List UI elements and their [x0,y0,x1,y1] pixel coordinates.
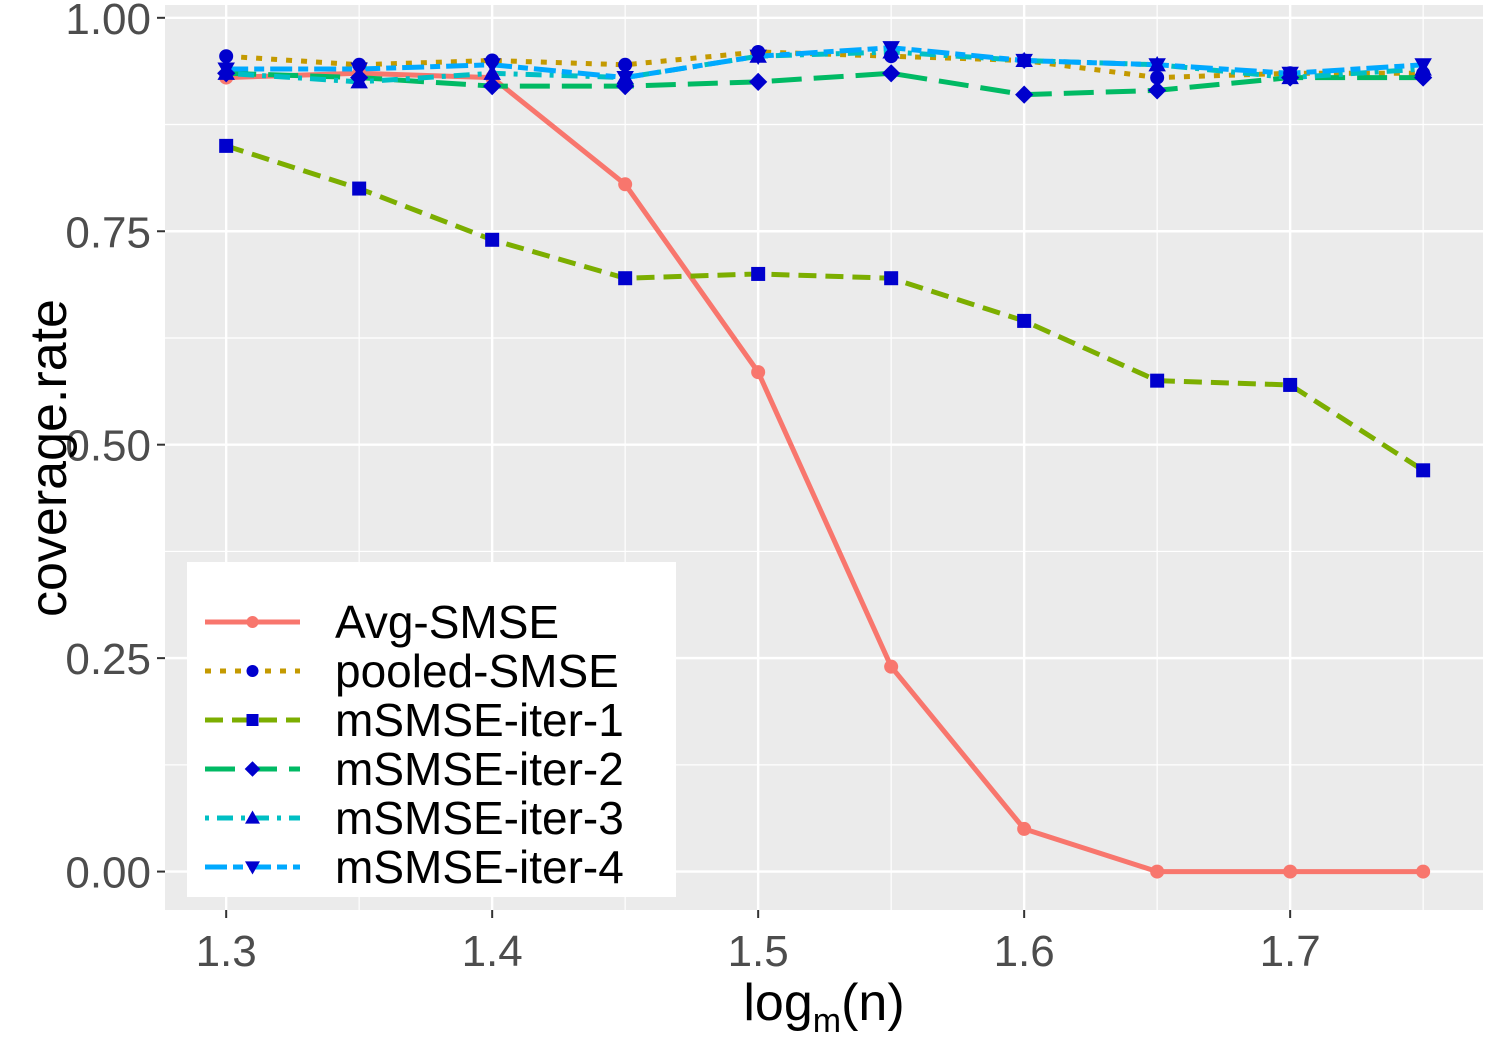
x-axis-title: logm(n) [743,974,904,1040]
x-axis-title-subscript: m [813,1002,841,1040]
series-markers [217,41,1433,879]
legend-label-avg-smse: Avg-SMSE [335,596,559,648]
y-axis-ticks: 0.00 0.25 0.50 0.75 1.00 [65,0,165,898]
series-line-msmse-iter-1 [225,143,1425,473]
x-tick-label: 1.6 [994,927,1055,976]
legend-key-marker-msmse-iter-4 [245,861,260,875]
data-point-msmse-iter-2 [483,77,502,96]
data-point-msmse-iter-2 [1015,85,1034,104]
series-line-msmse-iter-2 [226,70,1424,98]
data-point-pooled-smse [219,49,234,64]
data-point-msmse-iter-3 [350,73,368,89]
data-point-pooled-smse [618,57,633,72]
legend-label-msmse-iter-1: mSMSE-iter-1 [335,694,624,746]
x-axis-title-tail: (n) [841,974,905,1032]
y-tick-label: 0.75 [65,208,151,257]
legend-label-msmse-iter-2: mSMSE-iter-2 [335,743,624,795]
legend: Avg-SMSEpooled-SMSEmSMSE-iter-1mSMSE-ite… [187,562,676,897]
data-point-avg-smse [884,659,899,674]
data-point-msmse-iter-4 [616,71,634,87]
data-point-msmse-iter-4 [882,41,900,57]
y-tick-label: 0.50 [65,422,151,471]
series-line-pooled-smse [226,49,1424,81]
data-point-msmse-iter-2 [1414,68,1433,87]
data-point-msmse-iter-2 [749,72,768,91]
data-point-msmse-iter-4 [749,49,767,65]
series-line-msmse-iter-4 [226,45,1424,81]
data-point-msmse-iter-1 [751,266,766,281]
data-point-msmse-iter-4 [1414,58,1432,74]
data-point-msmse-iter-2 [1148,81,1167,100]
legend-label-pooled-smse: pooled-SMSE [335,645,619,697]
data-point-msmse-iter-1 [618,271,633,286]
data-point-msmse-iter-1 [1416,463,1431,478]
legend-label-msmse-iter-3: mSMSE-iter-3 [335,792,624,844]
data-point-msmse-iter-4 [217,62,235,78]
legend-key-marker-msmse-iter-2 [244,761,261,777]
data-point-msmse-iter-4 [350,62,368,78]
data-point-msmse-iter-4 [1015,53,1033,70]
data-point-pooled-smse [1150,70,1165,85]
y-tick-label: 1.00 [65,0,151,44]
data-point-avg-smse [1150,864,1165,879]
data-point-avg-smse [751,365,766,380]
x-axis-ticks: 1.3 1.4 1.5 1.6 1.7 [196,910,1321,976]
x-tick-label: 1.4 [462,927,523,976]
data-point-msmse-iter-1 [1283,377,1298,392]
legend-label-msmse-iter-4: mSMSE-iter-4 [335,841,624,893]
legend-key-marker-pooled-smse [246,665,259,677]
x-tick-label: 1.7 [1260,927,1321,976]
legend-key-marker-msmse-iter-1 [246,714,259,726]
data-point-avg-smse [1283,864,1298,879]
y-axis-title: coverage.rate [20,299,78,617]
data-point-msmse-iter-2 [882,64,901,83]
data-point-msmse-iter-1 [884,271,899,286]
data-point-msmse-iter-4 [483,58,501,74]
legend-key-marker-avg-smse [246,616,259,628]
data-point-avg-smse [1416,864,1431,879]
data-point-msmse-iter-1 [219,138,234,153]
data-point-avg-smse [1017,821,1032,836]
data-point-msmse-iter-4 [1148,58,1166,74]
data-point-avg-smse [618,177,633,192]
data-point-msmse-iter-1 [352,181,367,196]
legend-key-marker-msmse-iter-3 [245,810,260,824]
data-point-msmse-iter-1 [485,232,500,247]
series-lines [225,45,1425,875]
y-tick-label: 0.25 [65,635,151,684]
data-point-msmse-iter-1 [1150,373,1165,388]
y-tick-label: 0.00 [65,849,151,898]
x-tick-label: 1.5 [728,927,789,976]
x-tick-label: 1.3 [196,927,257,976]
data-point-msmse-iter-4 [1281,66,1299,83]
x-axis-title-main: log [743,974,812,1032]
legend-box [187,562,676,897]
data-point-msmse-iter-1 [1017,313,1032,328]
